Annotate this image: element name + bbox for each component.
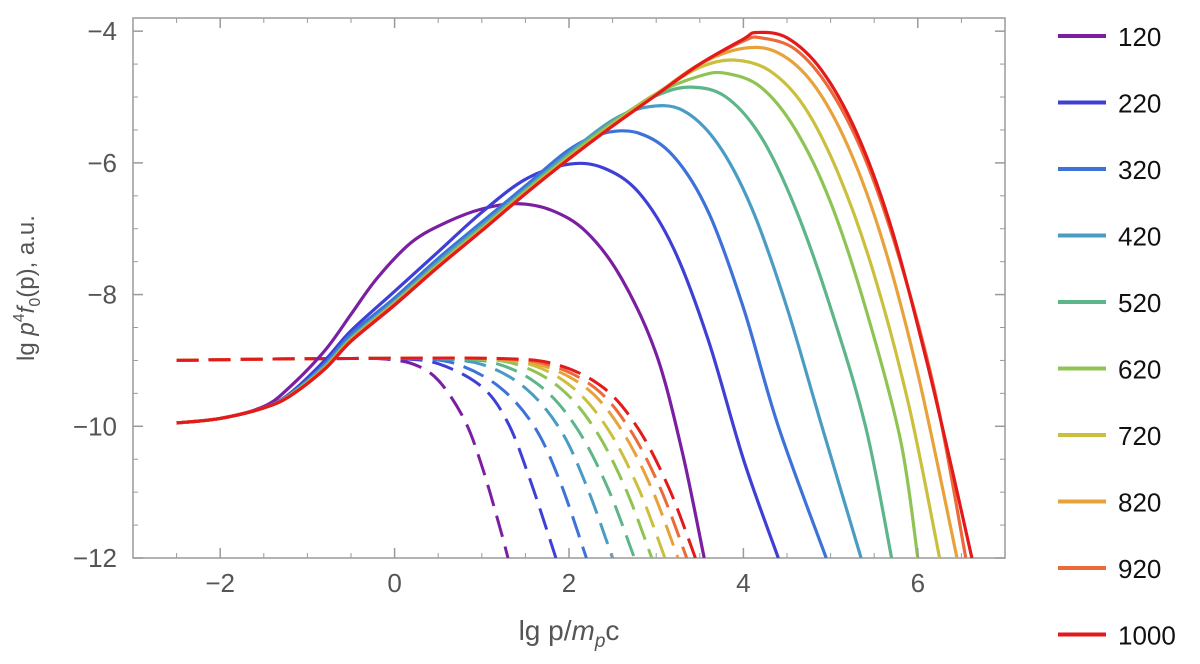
y-axis-title-italic-p: p	[13, 322, 40, 336]
x-axis-title-italic: m	[572, 615, 595, 646]
x-axis-ticks: −2 0 2 4 6	[132, 18, 1006, 598]
plot-frame	[132, 17, 1006, 559]
legend-label: 120	[1118, 22, 1161, 52]
y-axis-title-sub: 0	[27, 298, 44, 307]
legend-label: 820	[1118, 488, 1161, 518]
series-120-solid-line	[176, 202, 706, 558]
y-tick-label: −10	[73, 411, 117, 441]
plot-area	[132, 17, 1006, 559]
legend-item: 720	[1058, 421, 1161, 451]
x-tick-label: 2	[562, 568, 576, 598]
legend-label: 1000	[1118, 621, 1176, 651]
y-tick-label: −4	[87, 16, 117, 46]
series-520-dashed-line	[176, 356, 636, 558]
x-tick-label: −2	[205, 568, 235, 598]
series-1000-solid-line	[176, 30, 974, 558]
legend-item: 920	[1058, 554, 1161, 584]
series-420-solid-line	[176, 104, 863, 558]
y-axis-title: lg p4f0(p), a.u.	[11, 215, 44, 361]
legend-label: 620	[1118, 355, 1161, 385]
legend-item: 520	[1058, 288, 1161, 318]
series-1000-dashed-line	[176, 356, 697, 558]
y-tick-label: −12	[73, 543, 117, 573]
series-720-solid-line	[176, 58, 942, 558]
series-920-dashed-line	[176, 356, 689, 558]
series-620-dashed-line	[176, 356, 654, 558]
y-axis-ticks: −12 −10 −8 −6 −4	[73, 16, 1005, 573]
series-620-solid-line	[176, 70, 920, 558]
legend-item: 320	[1058, 155, 1161, 185]
series-820-solid-line	[176, 45, 959, 558]
y-axis-title-sup: 4	[11, 313, 28, 322]
series-720-dashed-line	[176, 356, 667, 558]
x-axis-title-pre: lg p/	[519, 615, 572, 646]
legend-item: 820	[1058, 488, 1161, 518]
y-tick-label: −8	[87, 280, 117, 310]
legend-label: 320	[1118, 155, 1161, 185]
y-tick-label: −6	[87, 148, 117, 178]
x-axis-title-post: c	[605, 615, 619, 646]
legend: 120 220 320 420 520 620 720 820 920 1000	[1058, 22, 1176, 651]
y-axis-title-post: (p), a.u.	[13, 215, 40, 298]
legend-item: 420	[1058, 222, 1161, 252]
legend-label: 220	[1118, 89, 1161, 119]
x-axis-title-sub: p	[594, 631, 606, 652]
x-tick-label: 0	[387, 568, 401, 598]
x-axis-title: lg p/mpc	[519, 615, 620, 652]
legend-label: 520	[1118, 288, 1161, 318]
x-tick-label: 6	[911, 568, 925, 598]
legend-item: 120	[1058, 22, 1161, 52]
legend-label: 420	[1118, 222, 1161, 252]
series-120-dashed-line	[176, 356, 510, 558]
legend-item: 620	[1058, 355, 1161, 385]
legend-item: 1000	[1058, 621, 1176, 651]
legend-label: 720	[1118, 421, 1161, 451]
legend-label: 920	[1118, 554, 1161, 584]
y-axis-title-italic-f: f	[13, 304, 40, 313]
series-layer	[176, 30, 974, 558]
y-axis-title-pre: lg	[13, 336, 40, 361]
x-tick-label: 4	[736, 568, 750, 598]
legend-item: 220	[1058, 89, 1161, 119]
